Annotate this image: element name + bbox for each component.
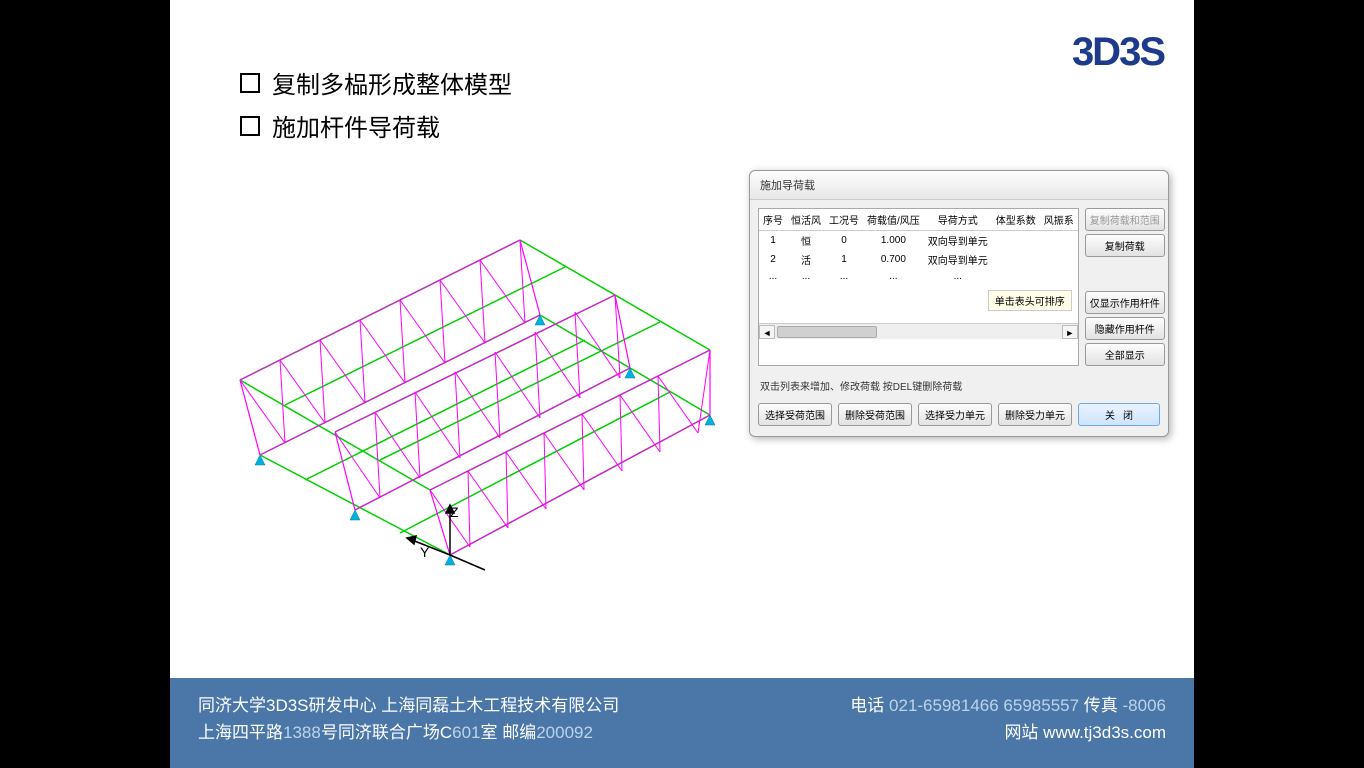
- dialog-bottom-buttons: 选择受荷范围 删除受荷范围 选择受力单元 删除受力单元 关闭: [750, 397, 1168, 436]
- dialog-hint: 双击列表来增加、修改荷载 按DEL键删除荷载: [750, 374, 1168, 397]
- copy-load-range-button[interactable]: 复制荷载和范围: [1085, 208, 1165, 231]
- bullet-list: 复制多榀形成整体模型 施加杆件导荷载: [240, 65, 512, 151]
- dialog-title: 施加导荷载: [750, 171, 1168, 200]
- footer-org: 同济大学3D3S研发中心 上海同磊土木工程技术有限公司: [198, 692, 619, 719]
- table-row[interactable]: 1 恒 0 1.000 双向导到单元: [759, 231, 1078, 251]
- copy-load-button[interactable]: 复制荷载: [1085, 234, 1165, 257]
- close-button[interactable]: 关闭: [1078, 403, 1160, 426]
- load-dialog: 施加导荷载 序号 恒活风 工况号 荷载值/风压 导荷方式 体型系数: [749, 170, 1169, 437]
- table-row[interactable]: ... ... ... ... ...: [759, 269, 1078, 284]
- bullet-item: 施加杆件导荷载: [240, 108, 512, 143]
- bullet-box-icon: [240, 73, 260, 93]
- col-case[interactable]: 工况号: [825, 209, 863, 231]
- bullet-text: 复制多榀形成整体模型: [272, 65, 512, 100]
- footer-contact: 电话 021-65981466 65985557 传真 -8006: [850, 692, 1166, 719]
- axis-y-label: Y: [420, 544, 429, 560]
- website-link[interactable]: www.tj3d3s.com: [1043, 723, 1166, 742]
- structural-diagram: Z Y: [190, 200, 730, 580]
- select-force-unit-button[interactable]: 选择受力单元: [918, 403, 992, 426]
- footer-website: 网站 www.tj3d3s.com: [850, 719, 1166, 746]
- table-row[interactable]: 2 活 1 0.700 双向导到单元: [759, 250, 1078, 269]
- bullet-text: 施加杆件导荷载: [272, 108, 440, 143]
- scroll-track[interactable]: [775, 325, 1062, 339]
- col-shape[interactable]: 体型系数: [992, 209, 1040, 231]
- scroll-left-icon[interactable]: ◄: [759, 325, 775, 339]
- col-seq[interactable]: 序号: [759, 209, 787, 231]
- delete-load-range-button[interactable]: 删除受荷范围: [838, 403, 912, 426]
- col-type[interactable]: 恒活风: [787, 209, 825, 231]
- col-method[interactable]: 导荷方式: [924, 209, 992, 231]
- footer-address: 上海四平路1388号同济联合广场C601室 邮编200092: [198, 719, 619, 746]
- delete-force-unit-button[interactable]: 删除受力单元: [998, 403, 1072, 426]
- diagram-svg: [190, 200, 730, 580]
- side-button-group: 复制荷载和范围 复制荷载 仅显示作用杆件 隐藏作用杆件 全部显示: [1085, 208, 1165, 366]
- load-table-area: 序号 恒活风 工况号 荷载值/风压 导荷方式 体型系数 风振系: [758, 208, 1079, 366]
- bullet-box-icon: [240, 116, 260, 136]
- axis-z-label: Z: [450, 504, 459, 520]
- col-wind[interactable]: 风振系: [1040, 209, 1078, 231]
- footer-left: 同济大学3D3S研发中心 上海同磊土木工程技术有限公司 上海四平路1388号同济…: [198, 692, 619, 754]
- show-only-button[interactable]: 仅显示作用杆件: [1085, 291, 1165, 314]
- select-load-range-button[interactable]: 选择受荷范围: [758, 403, 832, 426]
- show-all-button[interactable]: 全部显示: [1085, 343, 1165, 366]
- load-table[interactable]: 序号 恒活风 工况号 荷载值/风压 导荷方式 体型系数 风振系: [759, 209, 1078, 284]
- footer: 同济大学3D3S研发中心 上海同磊土木工程技术有限公司 上海四平路1388号同济…: [170, 678, 1194, 768]
- slide: 3D3S 复制多榀形成整体模型 施加杆件导荷载: [170, 0, 1194, 768]
- sort-hint-tooltip: 单击表头可排序: [988, 290, 1072, 311]
- horizontal-scrollbar[interactable]: ◄ ►: [759, 323, 1078, 339]
- logo-text: 3D3S: [1072, 30, 1164, 75]
- footer-right: 电话 021-65981466 65985557 传真 -8006 网站 www…: [850, 692, 1166, 754]
- col-value[interactable]: 荷载值/风压: [863, 209, 924, 231]
- bullet-item: 复制多榀形成整体模型: [240, 65, 512, 100]
- scroll-right-icon[interactable]: ►: [1062, 325, 1078, 339]
- scroll-thumb[interactable]: [777, 326, 877, 338]
- hide-button[interactable]: 隐藏作用杆件: [1085, 317, 1165, 340]
